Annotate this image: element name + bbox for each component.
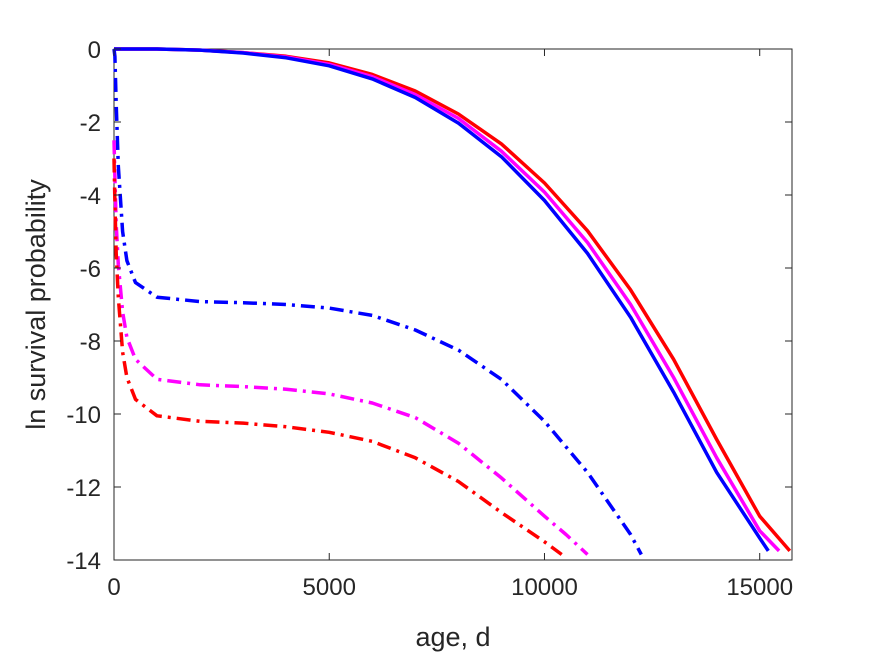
- y-tick-label: -6: [80, 256, 101, 283]
- tick-layer: 0 5000 10000 15000 0 -2 -4 -6 -8 -10 -12 -14: [66, 37, 793, 601]
- x-tick-label: 15000: [726, 574, 793, 601]
- x-tick-label: 5000: [303, 574, 356, 601]
- series-line-5: [112, 140, 589, 556]
- plot-area: [113, 48, 793, 561]
- y-tick-label: -4: [80, 183, 101, 210]
- series-line-3: [114, 47, 770, 552]
- y-tick-label: 0: [88, 37, 101, 64]
- y-tick-label: -2: [80, 110, 101, 137]
- x-tick-label: 0: [107, 574, 120, 601]
- axes-box: [113, 48, 793, 561]
- series-line-6: [112, 158, 563, 556]
- y-tick-label: -8: [80, 329, 101, 356]
- y-tick-label: -10: [66, 402, 101, 429]
- y-tick-label: -12: [66, 475, 101, 502]
- x-axis-label: age, d: [415, 622, 490, 652]
- series-layer: [112, 47, 792, 556]
- series-line-4: [112, 48, 643, 556]
- y-tick-label: -14: [66, 548, 101, 575]
- x-tick-label: 10000: [511, 574, 578, 601]
- y-axis-label: ln survival probability: [21, 179, 51, 430]
